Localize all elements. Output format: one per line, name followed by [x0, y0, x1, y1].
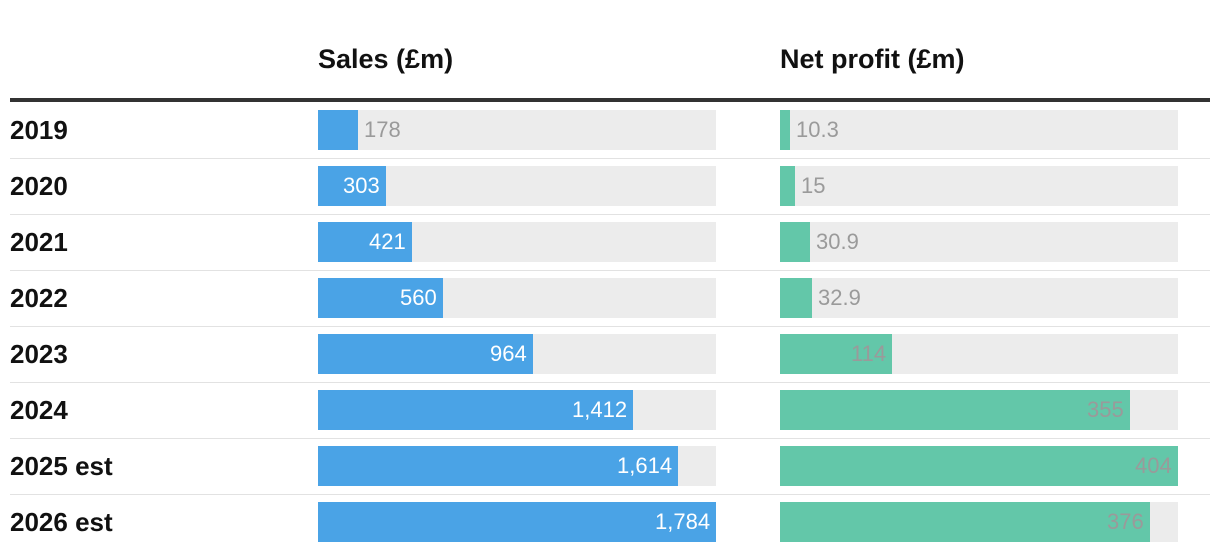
net-profit-value-label: 114 — [851, 341, 887, 366]
net-profit-value-label: 376 — [1107, 509, 1144, 534]
net-profit-bar-track: 114 — [780, 334, 1178, 374]
net-profit-bar-track: 376 — [780, 502, 1178, 542]
net-profit-value-label: 30.9 — [816, 229, 859, 254]
net-profit-column-header: Net profit (£m) — [780, 44, 965, 74]
net-profit-bar — [780, 222, 810, 262]
year-label: 2021 — [10, 227, 68, 257]
net-profit-bar — [780, 334, 892, 374]
net-profit-value-label: 404 — [1135, 453, 1172, 478]
sales-value-label: 421 — [369, 229, 406, 254]
table-row: 2026 est 1,784 376 — [0, 494, 1220, 550]
net-profit-value-label: 10.3 — [796, 117, 839, 142]
table-row: 2024 1,412 355 — [0, 382, 1220, 438]
sales-bar — [318, 334, 533, 374]
net-profit-value-label: 15 — [801, 173, 826, 198]
sales-value-label: 1,784 — [655, 509, 711, 534]
sales-bar — [318, 110, 358, 150]
sales-bar-track: 1,614 — [318, 446, 716, 486]
net-profit-bar-track: 32.9 — [780, 278, 1178, 318]
row-divider — [10, 270, 1210, 271]
net-profit-bar — [780, 166, 795, 206]
table-row: 2020 303 15 — [0, 158, 1220, 214]
sales-bar-track: 303 — [318, 166, 716, 206]
year-label: 2022 — [10, 283, 68, 313]
sales-value-label: 560 — [400, 285, 437, 310]
sales-value-label: 178 — [364, 117, 401, 142]
table-row: 2021 421 30.9 — [0, 214, 1220, 270]
year-label: 2025 est — [10, 451, 113, 481]
sales-bar-track: 178 — [318, 110, 716, 150]
sales-value-label: 964 — [490, 341, 527, 366]
row-divider — [10, 326, 1210, 327]
net-profit-bar — [780, 446, 1178, 486]
table-row: 2022 560 32.9 — [0, 270, 1220, 326]
sales-bar-track: 560 — [318, 278, 716, 318]
table-row: 2025 est 1,614 404 — [0, 438, 1220, 494]
row-divider — [10, 494, 1210, 495]
row-divider — [10, 438, 1210, 439]
sales-bar — [318, 446, 678, 486]
year-label: 2020 — [10, 171, 68, 201]
sales-bar-track: 421 — [318, 222, 716, 262]
row-divider — [10, 382, 1210, 383]
header-rule — [10, 98, 1210, 102]
sales-bar — [318, 502, 716, 542]
sales-bar-track: 1,412 — [318, 390, 716, 430]
sales-value-label: 1,412 — [572, 397, 628, 422]
table-row: 2019 178 10.3 — [0, 102, 1220, 158]
sales-bar — [318, 278, 443, 318]
row-divider — [10, 214, 1210, 215]
net-profit-bar-track: 355 — [780, 390, 1178, 430]
net-profit-value-label: 355 — [1087, 397, 1124, 422]
sales-bar — [318, 222, 412, 262]
net-profit-bar — [780, 278, 812, 318]
sales-column-header: Sales (£m) — [318, 44, 454, 74]
sales-bar-track: 964 — [318, 334, 716, 374]
sales-value-label: 303 — [343, 173, 380, 198]
net-profit-bar-track: 30.9 — [780, 222, 1178, 262]
row-divider — [10, 158, 1210, 159]
year-label: 2024 — [10, 395, 68, 425]
year-label: 2023 — [10, 339, 68, 369]
table-row: 2023 964 114 — [0, 326, 1220, 382]
net-profit-bar — [780, 502, 1150, 542]
sales-bar — [318, 390, 633, 430]
net-profit-bar — [780, 110, 790, 150]
net-profit-bar — [780, 390, 1130, 430]
sales-bar — [318, 166, 386, 206]
sales-bar-track: 1,784 — [318, 502, 716, 542]
net-profit-bar-track: 15 — [780, 166, 1178, 206]
net-profit-bar-track: 404 — [780, 446, 1178, 486]
year-label: 2026 est — [10, 507, 113, 537]
year-label: 2019 — [10, 115, 68, 145]
net-profit-value-label: 32.9 — [818, 285, 861, 310]
sales-value-label: 1,614 — [617, 453, 673, 478]
net-profit-bar-track: 10.3 — [780, 110, 1178, 150]
